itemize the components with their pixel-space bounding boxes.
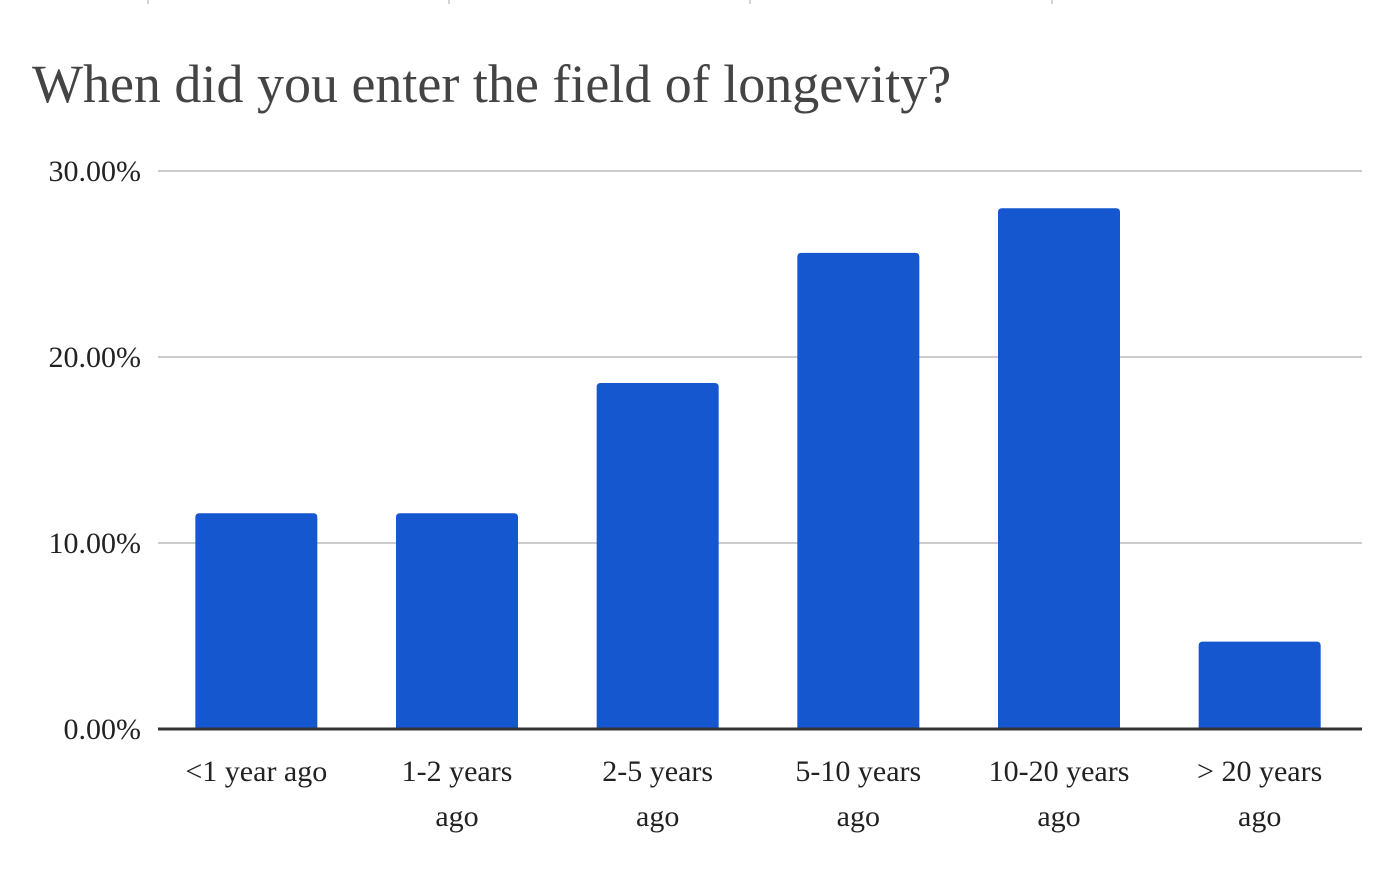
gridlines (158, 170, 1362, 544)
x-tick-label: 10-20 years ago (989, 755, 1130, 833)
x-tick-label-line: ago (435, 800, 478, 833)
y-tick-label: 20.00% (49, 341, 142, 374)
x-tick-label-line: 10-20 years (989, 755, 1130, 788)
x-tick-label-line: ago (636, 800, 679, 833)
x-tick-label-line: 2-5 years (602, 755, 713, 788)
x-tick-label: 2-5 years ago (602, 755, 713, 833)
x-tick-label-line: <1 year ago (185, 755, 327, 788)
bar (1198, 641, 1321, 729)
bar (195, 513, 318, 729)
bars (195, 208, 1321, 729)
bar (797, 252, 920, 729)
x-tick-label-line: 5-10 years (795, 755, 921, 788)
x-tick-label: <1 year ago (185, 755, 327, 788)
x-tick-label-line: > 20 years (1197, 755, 1322, 788)
x-tick-label: 1-2 years ago (402, 755, 513, 833)
y-tick-label: 10.00% (49, 527, 142, 560)
x-tick-label-line: ago (1238, 800, 1281, 833)
x-tick-label-line: 1-2 years (402, 755, 513, 788)
y-tick-label: 0.00% (64, 713, 142, 746)
x-tick-label: 5-10 years ago (795, 755, 921, 833)
y-axis-tick-labels: 0.00% 10.00% 20.00% 30.00% (49, 155, 142, 746)
bar (396, 513, 518, 729)
chart-title: When did you enter the field of longevit… (32, 54, 951, 114)
x-tick-label-line: ago (837, 800, 880, 833)
bar (596, 383, 719, 729)
x-tick-label: > 20 years ago (1197, 755, 1322, 833)
bar (998, 208, 1120, 729)
y-tick-label: 30.00% (49, 155, 142, 188)
top-border-marks (147, 0, 1053, 4)
x-tick-label-line: ago (1037, 800, 1080, 833)
